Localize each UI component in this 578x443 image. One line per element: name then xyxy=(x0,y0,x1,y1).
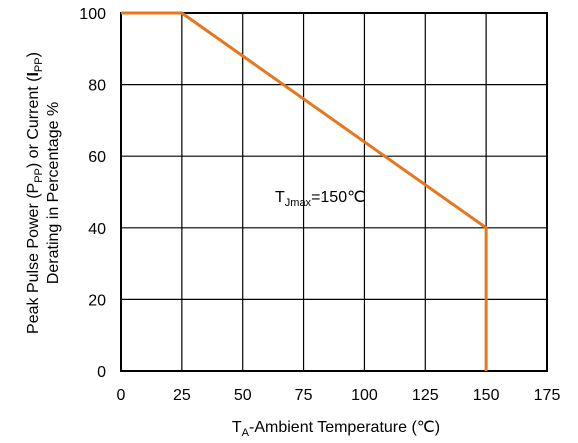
tjmax-annotation: TJmax=150℃ xyxy=(275,189,365,209)
x-tick-label: 50 xyxy=(234,387,252,404)
y-axis-title-line1: Peak Pulse Power (PPP) or Current (IPP) xyxy=(25,52,45,334)
x-tick-label: 0 xyxy=(117,387,126,404)
y-axis-title: Peak Pulse Power (PPP) or Current (IPP) … xyxy=(25,52,62,334)
derating-curve xyxy=(121,11,488,371)
annotation-rest: =150℃ xyxy=(311,189,365,206)
x-axis-title-prefix: T xyxy=(232,419,242,436)
x-tick-label: 150 xyxy=(473,387,500,404)
x-axis-title: TA-Ambient Temperature (℃) xyxy=(232,419,440,439)
y-tick-label: 20 xyxy=(88,292,106,309)
y-tick-label: 0 xyxy=(97,364,106,381)
x-axis-title-rest: -Ambient Temperature (℃) xyxy=(249,419,440,436)
y-title-sub-1: PP xyxy=(33,168,45,183)
x-tick-label: 125 xyxy=(412,387,439,404)
y-title-bold-i: I xyxy=(25,72,42,76)
x-tick-label: 25 xyxy=(173,387,191,404)
y-title-sub-2: PP xyxy=(33,57,45,72)
y-tick-labels: 0 20 40 60 80 100 xyxy=(79,6,106,381)
x-axis-title-subscript: A xyxy=(242,427,250,439)
plot-frame xyxy=(120,12,548,372)
y-title-part-b: ) or Current ( xyxy=(25,76,42,168)
y-tick-label: 100 xyxy=(79,6,106,23)
annotation-prefix: T xyxy=(275,189,285,206)
y-axis-title-line2: Derating in Percentage % xyxy=(45,102,62,284)
x-tick-labels: 0 25 50 75 100 125 150 175 xyxy=(117,387,561,404)
grid xyxy=(121,13,547,371)
y-tick-label: 80 xyxy=(88,78,106,95)
y-title-part-a: Peak Pulse Power (P xyxy=(25,183,42,334)
x-tick-label: 75 xyxy=(295,387,313,404)
series xyxy=(121,11,488,371)
x-tick-label: 100 xyxy=(351,387,378,404)
annotation-subscript: Jmax xyxy=(285,197,312,209)
x-tick-label: 175 xyxy=(534,387,561,404)
y-tick-label: 60 xyxy=(88,149,106,166)
y-title-part-c: ) xyxy=(25,52,42,57)
y-tick-label: 40 xyxy=(88,221,106,238)
